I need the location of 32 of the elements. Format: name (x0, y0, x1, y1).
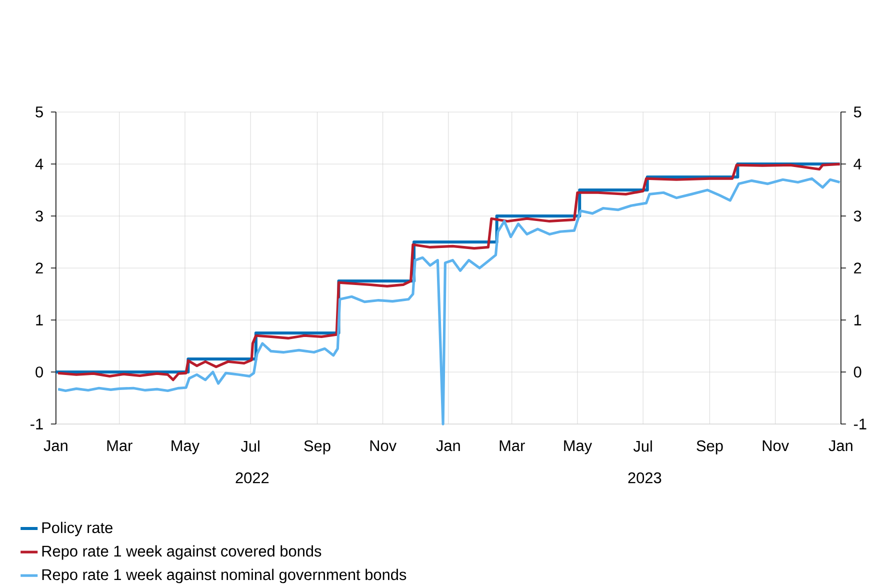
x-tick-label: Mar (500, 440, 525, 452)
legend-label: Policy rate (42, 522, 112, 536)
text: 2023 (628, 472, 662, 484)
x-tick-label: May (172, 440, 200, 454)
y-tick-label: 1 (36, 314, 43, 326)
y2-tick-label: 0 (854, 366, 862, 378)
y2-tick-label: 3 (854, 210, 862, 222)
y2-tick-label: 4 (854, 158, 862, 170)
x-tick-label: Nov (762, 440, 789, 452)
x-tick-label: Jan (828, 440, 852, 452)
text: 2022 (236, 472, 269, 484)
y2-tick-label: 5 (854, 106, 862, 118)
legend-label: Repo rate 1 week against covered bonds (42, 545, 322, 560)
y2-tick-label: -1 (854, 418, 866, 430)
x-tick-label: May (564, 440, 592, 454)
legend-label: Repo rate 1 week against nominal government bonds (42, 568, 406, 584)
x-tick-label: Jul (240, 440, 260, 452)
x-tick-label: Sep (304, 440, 330, 454)
y-tick-label: 2 (36, 262, 43, 274)
y-tick-label: 5 (36, 106, 43, 118)
x-tick-label: Jan (436, 440, 460, 452)
y-tick-label: 4 (35, 158, 44, 170)
y-tick-label: -1 (30, 418, 43, 430)
y2-tick-label: 2 (854, 262, 862, 274)
y-tick-label: 3 (36, 210, 43, 222)
x-tick-label: Nov (370, 440, 397, 452)
x-tick-label: Sep (696, 440, 723, 454)
x-tick-label: Jul (633, 440, 652, 452)
y-tick-label: 0 (36, 366, 43, 378)
x-tick-label: Jan (44, 440, 68, 452)
x-tick-label: Mar (107, 440, 132, 452)
y2-tick-label: 1 (854, 314, 862, 326)
